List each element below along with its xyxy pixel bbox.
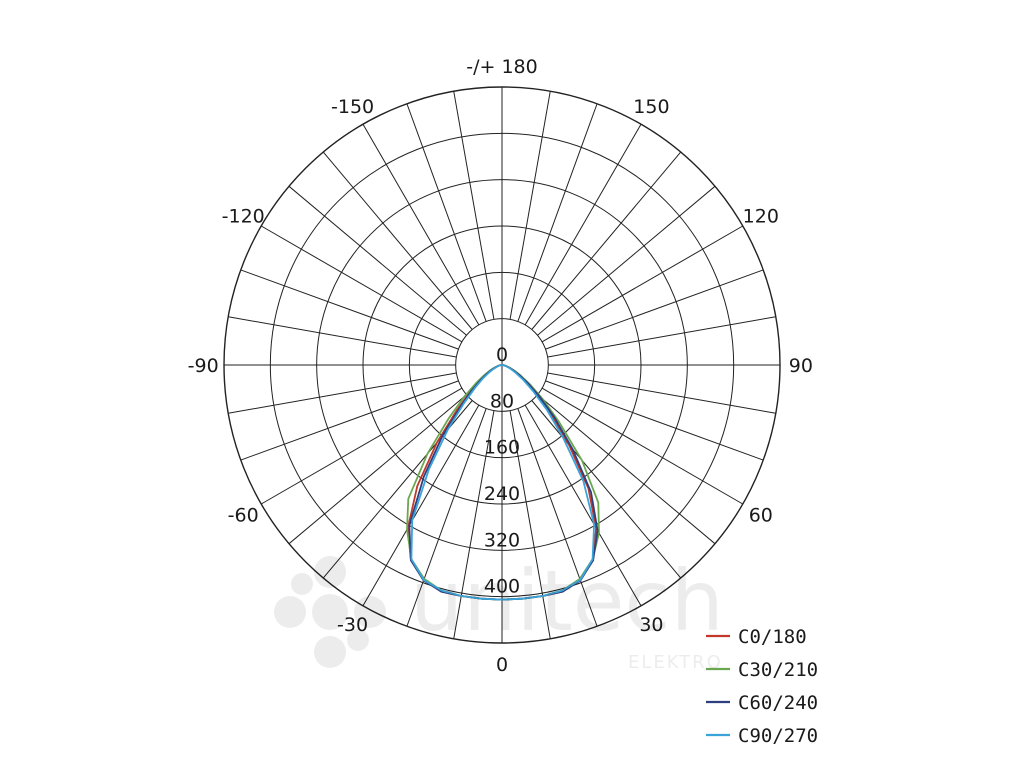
grid-spoke xyxy=(406,103,487,322)
grid-ring xyxy=(408,271,596,459)
grid-spoke xyxy=(406,408,487,627)
grid-spoke xyxy=(531,400,682,579)
angle-label: -30 xyxy=(337,614,368,636)
angle-label: 60 xyxy=(749,504,773,526)
grid-spoke xyxy=(541,387,744,505)
radial-tick-labels: 0 80 160 240 320 400 xyxy=(484,344,520,598)
grid-spoke xyxy=(288,394,467,545)
angle-label: 150 xyxy=(633,96,669,118)
legend-label: C30/210 xyxy=(738,659,818,681)
grid-spoke xyxy=(453,410,495,639)
grid-spoke xyxy=(524,404,642,607)
grid-spoke xyxy=(547,372,776,414)
angle-label: 0 xyxy=(496,654,508,676)
grid-spoke xyxy=(453,91,495,320)
watermark-brand: unitech xyxy=(410,552,724,650)
grid-spoke xyxy=(531,151,682,330)
grid-spoke xyxy=(524,123,642,326)
radial-tick-label: 320 xyxy=(484,529,520,551)
grid-ring xyxy=(362,225,642,505)
radial-tick-label: 80 xyxy=(490,390,514,412)
grid-spoke xyxy=(260,387,463,505)
grid-spoke xyxy=(537,185,716,336)
grid-ring xyxy=(223,86,781,644)
grid-spoke xyxy=(240,269,459,350)
legend-label: C0/180 xyxy=(738,626,807,648)
grid-spoke xyxy=(240,380,459,461)
radial-tick-label: 0 xyxy=(496,344,508,366)
grid-spoke xyxy=(545,380,764,461)
angle-label: 90 xyxy=(789,355,813,377)
angle-label: 30 xyxy=(639,614,663,636)
angle-label: -90 xyxy=(188,355,219,377)
grid-ring xyxy=(455,318,549,412)
series-lines xyxy=(406,364,600,601)
angle-label: -/+ 180 xyxy=(466,56,537,78)
polar-grid xyxy=(223,86,781,644)
radial-tick-label: 400 xyxy=(484,576,520,598)
angle-label: -120 xyxy=(222,206,265,228)
grid-spoke xyxy=(228,372,457,414)
grid-spoke xyxy=(288,185,467,336)
grid-spoke xyxy=(362,404,480,607)
grid-spoke xyxy=(517,408,598,627)
angle-labels: -/+ 180 150 -150 120 -120 90 -90 60 -60 30 -30 0 xyxy=(188,56,813,676)
grid-spoke xyxy=(545,269,764,350)
radial-tick-label: 240 xyxy=(484,483,520,505)
grid-spoke xyxy=(509,410,551,639)
grid-ring xyxy=(269,132,735,598)
legend: C0/180 C30/210 C60/240 C90/270 xyxy=(706,626,818,747)
angle-label: -150 xyxy=(331,96,374,118)
radial-tick-label: 160 xyxy=(484,437,520,459)
grid-spoke xyxy=(541,225,744,343)
watermark-sub: ELEKTRO xyxy=(628,652,723,673)
grid-spoke xyxy=(260,225,463,343)
grid-spoke xyxy=(362,123,480,326)
series-line-c90-270 xyxy=(410,364,595,601)
grid-spoke xyxy=(517,103,598,322)
legend-label: C60/240 xyxy=(738,692,818,714)
angle-label: -60 xyxy=(228,504,259,526)
grid-spoke xyxy=(509,91,551,320)
grid-ring xyxy=(316,179,688,551)
grid-spoke xyxy=(547,316,776,358)
grid-spoke xyxy=(537,394,716,545)
angle-label: 120 xyxy=(743,206,779,228)
brand-watermark: unitech ELEKTRO xyxy=(274,552,724,673)
legend-label: C90/270 xyxy=(738,725,818,747)
grid-spoke xyxy=(228,316,457,358)
watermark-logo-icon xyxy=(274,556,386,668)
grid-spoke xyxy=(322,151,473,330)
